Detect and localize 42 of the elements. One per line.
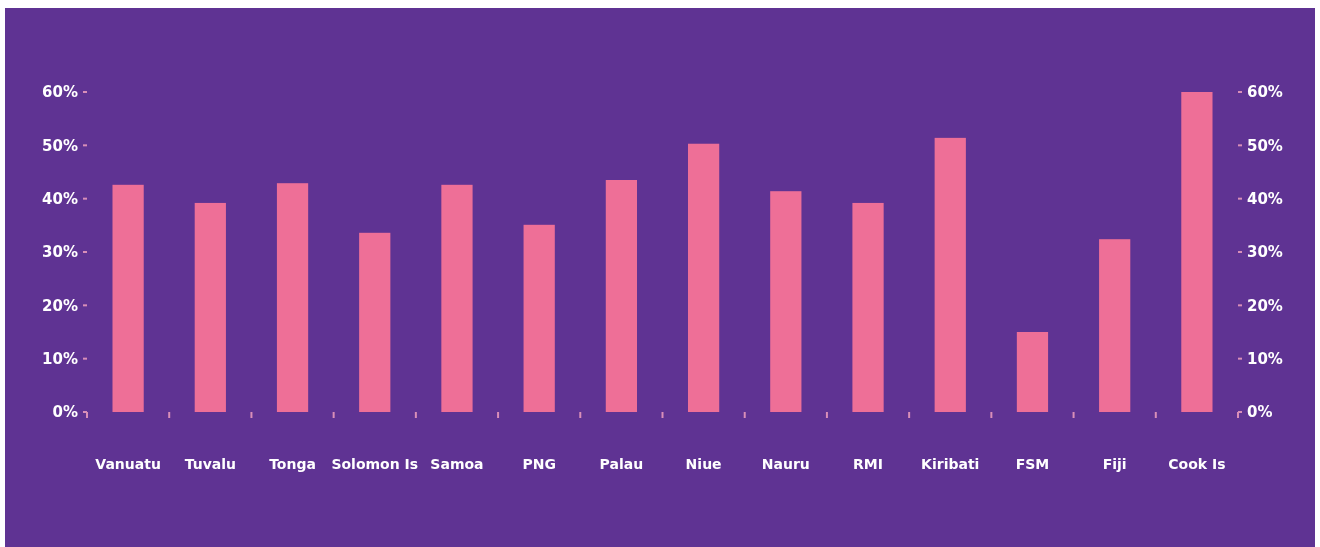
bar bbox=[523, 224, 555, 412]
x-tick-label: Vanuatu bbox=[95, 456, 161, 472]
x-tick-label: Samoa bbox=[430, 456, 484, 472]
bar bbox=[276, 183, 309, 412]
y2-tick-label: 30% bbox=[1247, 243, 1283, 262]
y2-tick-label: 50% bbox=[1247, 136, 1283, 155]
bar bbox=[687, 143, 720, 412]
bar bbox=[852, 202, 884, 412]
y-tick-label: 40% bbox=[42, 189, 78, 208]
y2-tick-label: 10% bbox=[1247, 349, 1283, 368]
y-tick-label: 30% bbox=[42, 243, 78, 262]
x-tick-label: Cook Is bbox=[1168, 456, 1226, 472]
y-tick-label: 50% bbox=[42, 136, 78, 155]
x-tick-label: PNG bbox=[522, 456, 556, 472]
bar bbox=[441, 184, 473, 412]
y-tick-label: 10% bbox=[42, 349, 78, 368]
y-tick-label: 60% bbox=[42, 83, 78, 102]
bar bbox=[1016, 332, 1049, 412]
x-tick-label: Niue bbox=[685, 456, 722, 472]
y2-tick-label: 0% bbox=[1247, 403, 1273, 422]
y2-tick-label: 60% bbox=[1247, 83, 1283, 102]
bar bbox=[112, 184, 144, 412]
x-tick-label: Tonga bbox=[269, 456, 316, 472]
bar bbox=[359, 232, 391, 412]
x-tick-label: Tuvalu bbox=[184, 456, 236, 472]
bar bbox=[934, 137, 966, 412]
y2-tick-label: 20% bbox=[1247, 296, 1283, 315]
x-tick-label: Palau bbox=[599, 456, 644, 472]
x-tick-label: Fiji bbox=[1102, 456, 1127, 472]
y2-tick-label: 40% bbox=[1247, 189, 1283, 208]
x-tick-label: Solomon Is bbox=[331, 456, 419, 472]
y-tick-label: 20% bbox=[42, 296, 78, 315]
x-tick-label: RMI bbox=[853, 456, 883, 472]
x-tick-label: Nauru bbox=[761, 456, 810, 472]
bar bbox=[770, 191, 802, 412]
bar bbox=[194, 202, 226, 412]
bar bbox=[605, 180, 638, 412]
bar bbox=[1099, 239, 1131, 412]
x-tick-label: FSM bbox=[1015, 456, 1050, 472]
x-tick-label: Kiribati bbox=[921, 456, 980, 472]
y-tick-label: 0% bbox=[52, 403, 78, 422]
bar bbox=[1181, 92, 1213, 412]
